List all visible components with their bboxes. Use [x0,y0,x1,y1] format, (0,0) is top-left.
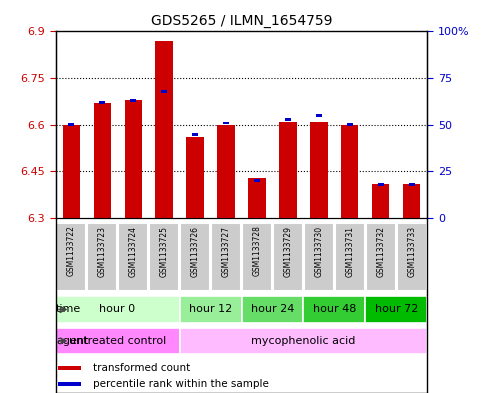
FancyBboxPatch shape [118,224,148,291]
Bar [99,101,105,104]
Bar [62,125,80,218]
Bar [403,184,421,218]
FancyBboxPatch shape [56,296,180,323]
Bar [315,114,322,117]
Text: GSM1133729: GSM1133729 [284,226,293,277]
Bar [378,183,384,186]
Text: hour 48: hour 48 [313,305,356,314]
Text: time: time [56,305,82,314]
FancyBboxPatch shape [180,328,427,354]
Bar [68,123,74,126]
Bar [94,103,111,218]
Text: GSM1133732: GSM1133732 [376,226,385,277]
Text: hour 24: hour 24 [251,305,294,314]
FancyBboxPatch shape [303,296,366,323]
Text: GSM1133727: GSM1133727 [222,226,230,277]
FancyBboxPatch shape [180,224,210,291]
Text: untreated control: untreated control [69,336,166,346]
FancyBboxPatch shape [87,224,117,291]
Text: GSM1133733: GSM1133733 [408,226,416,277]
FancyBboxPatch shape [56,328,180,354]
FancyBboxPatch shape [335,224,365,291]
Text: GSM1133730: GSM1133730 [314,226,324,277]
Bar [254,179,260,182]
FancyBboxPatch shape [56,224,86,291]
Text: hour 72: hour 72 [375,305,418,314]
Text: GSM1133725: GSM1133725 [159,226,169,277]
Bar [372,184,389,218]
Text: GSM1133728: GSM1133728 [253,226,261,276]
Bar [161,90,168,93]
Bar [248,178,266,218]
FancyBboxPatch shape [366,296,427,323]
Bar [284,118,291,121]
Bar [217,125,235,218]
FancyBboxPatch shape [397,224,427,291]
Bar [341,125,358,218]
Bar [223,121,229,124]
FancyBboxPatch shape [242,224,272,291]
FancyBboxPatch shape [366,224,396,291]
Bar [280,122,297,218]
Text: percentile rank within the sample: percentile rank within the sample [93,379,269,389]
Text: GSM1133724: GSM1133724 [128,226,138,277]
Text: transformed count: transformed count [93,363,190,373]
Text: agent: agent [56,336,88,346]
FancyBboxPatch shape [57,382,81,386]
Text: mycophenolic acid: mycophenolic acid [251,336,355,346]
Bar [186,137,203,218]
FancyBboxPatch shape [242,296,303,323]
Bar [192,133,199,136]
Text: hour 0: hour 0 [99,305,136,314]
Bar [311,122,327,218]
Text: GSM1133726: GSM1133726 [190,226,199,277]
Bar [347,123,354,126]
FancyBboxPatch shape [211,224,241,291]
Text: GSM1133723: GSM1133723 [98,226,107,277]
Bar [125,100,142,218]
FancyBboxPatch shape [273,224,303,291]
Bar [156,41,172,218]
FancyBboxPatch shape [57,366,81,370]
FancyBboxPatch shape [149,224,179,291]
Text: GSM1133731: GSM1133731 [345,226,355,277]
Bar [409,183,415,186]
Text: hour 12: hour 12 [189,305,232,314]
FancyBboxPatch shape [304,224,334,291]
Text: GSM1133722: GSM1133722 [67,226,75,276]
Bar [129,99,136,102]
FancyBboxPatch shape [180,296,242,323]
Title: GDS5265 / ILMN_1654759: GDS5265 / ILMN_1654759 [151,14,332,28]
